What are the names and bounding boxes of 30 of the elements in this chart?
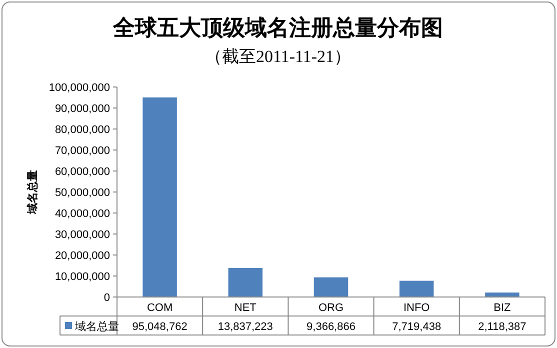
y-tick-label: 20,000,000 xyxy=(54,250,110,262)
data-label: 2,118,387 xyxy=(478,321,526,333)
y-tick-label: 90,000,000 xyxy=(54,103,110,115)
data-label: 7,719,438 xyxy=(392,321,442,333)
bar xyxy=(142,97,177,297)
data-label: 95,048,762 xyxy=(132,321,188,333)
y-tick-label: 50,000,000 xyxy=(54,187,110,199)
chart-title: 全球五大顶级域名注册总量分布图 xyxy=(112,15,443,40)
x-tick-label: BIZ xyxy=(494,302,512,314)
data-label: 9,366,866 xyxy=(306,321,356,333)
y-tick-label: 80,000,000 xyxy=(54,124,110,136)
bar xyxy=(485,292,520,297)
y-tick-label: 60,000,000 xyxy=(54,166,110,178)
y-axis-title: 域名总量 xyxy=(26,170,39,215)
x-tick-label: ORG xyxy=(318,302,344,314)
chart-subtitle: （截至2011-11-21） xyxy=(204,47,352,66)
x-tick-label: INFO xyxy=(403,302,430,314)
bar xyxy=(228,268,263,297)
bar xyxy=(314,277,348,297)
x-tick-label: COM xyxy=(146,302,173,314)
y-tick-label: 30,000,000 xyxy=(54,229,110,241)
bar xyxy=(399,280,434,297)
data-label: 13,837,223 xyxy=(218,321,273,333)
x-tick-label: NET xyxy=(234,302,257,314)
y-tick-label: 0 xyxy=(104,292,110,304)
y-tick-label: 70,000,000 xyxy=(54,145,110,157)
y-tick-label: 100,000,000 xyxy=(48,82,110,94)
y-tick-label: 10,000,000 xyxy=(54,271,110,283)
y-tick-label: 40,000,000 xyxy=(54,208,110,220)
legend-label: 域名总量 xyxy=(74,320,119,333)
